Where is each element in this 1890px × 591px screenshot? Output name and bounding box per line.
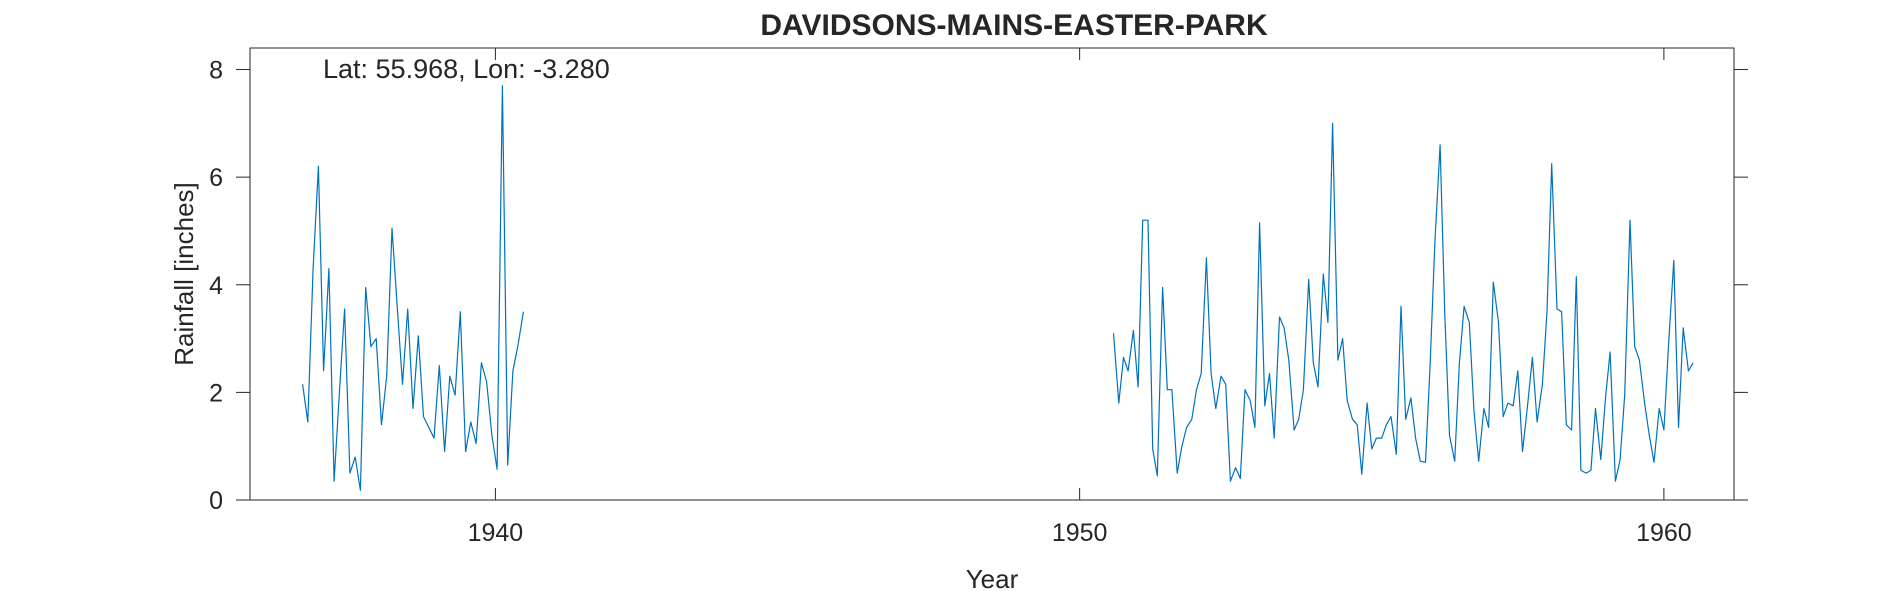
y-axis: 0 2 4 6 8: [209, 57, 1748, 515]
axes-frame: [249, 47, 1735, 501]
series-layer: [302, 85, 1694, 491]
chart-title: DAVIDSONS-MAINS-EASTER-PARK: [760, 9, 1268, 42]
y-tick-label: 6: [209, 164, 223, 192]
y-tick-label: 8: [209, 57, 223, 85]
x-tick-label: 1940: [468, 519, 524, 547]
y-tick-label: 4: [209, 272, 223, 300]
y-axis-label: Rainfall [inches]: [169, 182, 199, 366]
series-line-segment-2: [1112, 122, 1694, 482]
location-annotation: Lat: 55.968, Lon: -3.280: [323, 54, 610, 84]
x-tick-label: 1950: [1052, 519, 1108, 547]
plot-area: 1940 1950 1960 0 2 4 6 8: [209, 47, 1748, 547]
y-tick-label: 0: [209, 487, 223, 515]
y-tick-label: 2: [209, 379, 223, 407]
x-tick-label: 1960: [1636, 519, 1692, 547]
x-axis-label: Year: [966, 564, 1019, 591]
x-axis: 1940 1950 1960: [468, 48, 1692, 547]
series-line-segment-1: [302, 85, 524, 491]
